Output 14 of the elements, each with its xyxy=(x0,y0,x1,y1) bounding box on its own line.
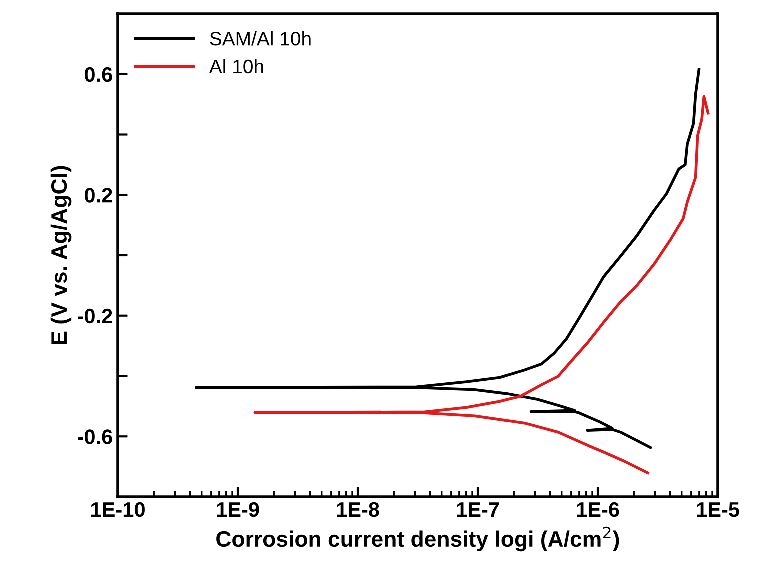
legend-label: SAM/Al 10h xyxy=(210,32,311,46)
y-tick-label: -0.2 xyxy=(78,308,112,324)
x-axis-title: Corrosion current density logi (A/cm$^{2}$) xyxy=(216,526,620,552)
x-tick-label: 1E-9 xyxy=(217,502,260,518)
y-tick-label: 0.6 xyxy=(85,67,112,82)
x-tick-label: 1E-10 xyxy=(92,502,145,518)
y-axis-title: E (V vs. Ag/AgCl) xyxy=(50,166,72,344)
x-tick-label: 1E-5 xyxy=(697,502,740,518)
legend-label: Al 10h xyxy=(209,59,264,74)
x-tick-label: 1E-8 xyxy=(337,502,380,518)
x-tick-label: 1E-6 xyxy=(577,502,620,518)
y-tick-label: -0.6 xyxy=(78,430,112,444)
x-tick-label: 1E-7 xyxy=(457,502,500,517)
y-tick-label: 0.2 xyxy=(85,188,112,203)
